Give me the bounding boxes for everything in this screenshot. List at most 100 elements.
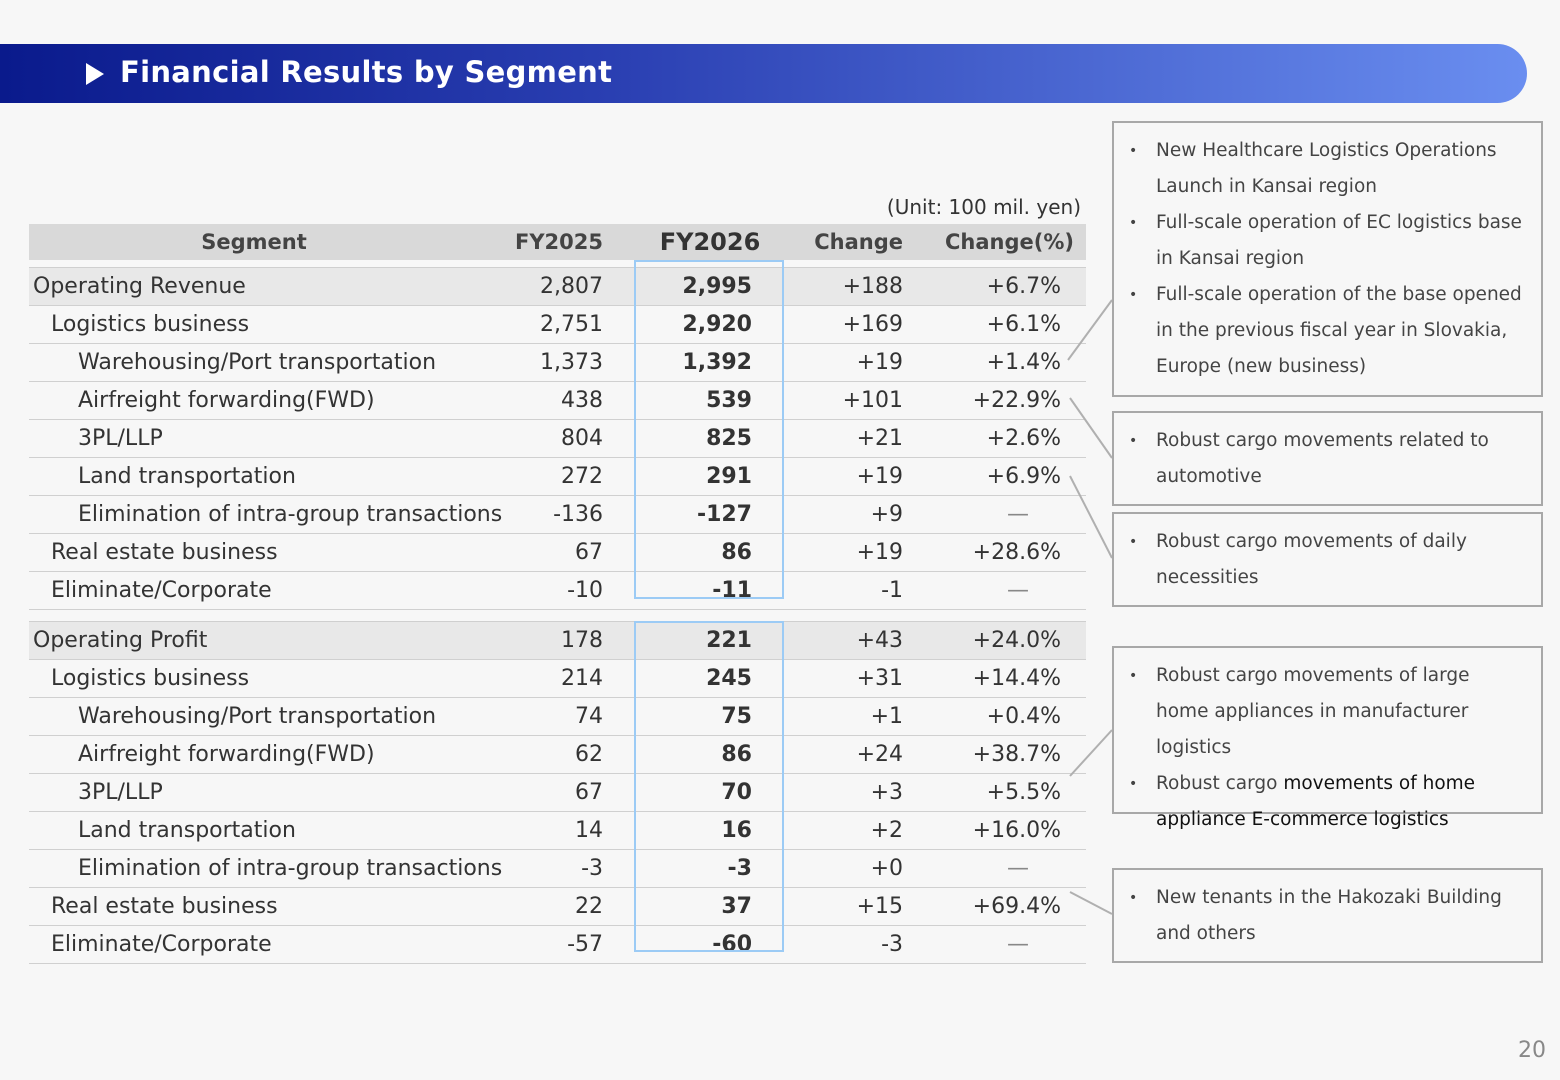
change-pct-cell: +6.9% bbox=[986, 464, 1061, 489]
profit-table: Operating Profit 178 221 +43 +24.0% Logistics… bbox=[29, 621, 1086, 964]
fy2025-cell: 272 bbox=[561, 464, 603, 489]
change-cell: +24 bbox=[856, 742, 903, 767]
fy2026-cell: 70 bbox=[721, 780, 752, 805]
change-pct-cell: +28.6% bbox=[972, 540, 1061, 565]
note-bullet-mixed: Robust cargo movements of home appliance… bbox=[1129, 766, 1527, 838]
fy2026-cell: -60 bbox=[712, 932, 752, 957]
fy2026-cell: 16 bbox=[721, 818, 752, 843]
fy2025-cell: 804 bbox=[561, 426, 603, 451]
fy2025-cell: 438 bbox=[561, 388, 603, 413]
segment-cell: Real estate business bbox=[51, 894, 278, 919]
fy2025-cell: 22 bbox=[575, 894, 603, 919]
change-cell: +1 bbox=[870, 704, 903, 729]
change-cell: +3 bbox=[870, 780, 903, 805]
note-text-dark: movements of home appliance E-commerce l… bbox=[1156, 773, 1476, 830]
change-cell: +19 bbox=[856, 540, 903, 565]
change-pct-cell: +24.0% bbox=[972, 628, 1061, 653]
table-row: Operating Profit 178 221 +43 +24.0% bbox=[29, 621, 1086, 660]
change-cell: +19 bbox=[856, 464, 903, 489]
fy2026-cell: 37 bbox=[721, 894, 752, 919]
change-pct-cell: +2.6% bbox=[986, 426, 1061, 451]
segment-cell: Airfreight forwarding(FWD) bbox=[78, 388, 375, 413]
note-bullet: New Healthcare Logistics Operations Laun… bbox=[1129, 133, 1527, 205]
table-row: Airfreight forwarding(FWD) 438 539 +101 +22.… bbox=[29, 382, 1086, 420]
fy2025-cell: 74 bbox=[575, 704, 603, 729]
table-row: Real estate business 67 86 +19 +28.6% bbox=[29, 534, 1086, 572]
connector-line bbox=[1069, 475, 1113, 559]
header-change: Change bbox=[814, 230, 903, 254]
connector-line bbox=[1069, 891, 1113, 915]
change-cell: +21 bbox=[856, 426, 903, 451]
change-pct-cell: — bbox=[1007, 932, 1029, 957]
segment-cell: Operating Revenue bbox=[33, 274, 246, 299]
fy2025-cell: 214 bbox=[561, 666, 603, 691]
play-triangle-icon bbox=[86, 63, 104, 85]
connector-line bbox=[1067, 299, 1113, 361]
change-cell: +15 bbox=[856, 894, 903, 919]
table-row: Elimination of intra-group transactions -… bbox=[29, 850, 1086, 888]
table-row: Land transportation 272 291 +19 +6.9% bbox=[29, 458, 1086, 496]
note-bullet: Robust cargo movements related to automo… bbox=[1129, 423, 1527, 495]
unit-label: (Unit: 100 mil. yen) bbox=[886, 195, 1081, 219]
table-row: Eliminate/Corporate -57 -60 -3 — bbox=[29, 926, 1086, 964]
segment-cell: Elimination of intra-group transactions bbox=[78, 856, 503, 881]
revenue-table: Operating Revenue 2,807 2,995 +188 +6.7% Logi… bbox=[29, 267, 1086, 610]
fy2026-cell: -127 bbox=[696, 502, 752, 527]
change-cell: -3 bbox=[881, 932, 903, 957]
table-row: 3PL/LLP 804 825 +21 +2.6% bbox=[29, 420, 1086, 458]
header-segment: Segment bbox=[201, 230, 307, 254]
fy2026-cell: 75 bbox=[721, 704, 752, 729]
segment-cell: 3PL/LLP bbox=[78, 780, 163, 805]
change-pct-cell: — bbox=[1007, 502, 1029, 527]
fy2025-cell: -3 bbox=[581, 856, 603, 881]
section-banner: Financial Results by Segment bbox=[0, 44, 1527, 103]
segment-cell: Logistics business bbox=[51, 312, 250, 337]
change-pct-cell: +0.4% bbox=[986, 704, 1061, 729]
note-box-warehousing: New Healthcare Logistics Operations Laun… bbox=[1112, 121, 1543, 397]
table-row: Airfreight forwarding(FWD) 62 86 +24 +38.7% bbox=[29, 736, 1086, 774]
segment-cell: Warehousing/Port transportation bbox=[78, 350, 437, 375]
fy2026-profit-column-frame bbox=[634, 621, 784, 952]
change-cell: +43 bbox=[856, 628, 903, 653]
table-row: Operating Revenue 2,807 2,995 +188 +6.7% bbox=[29, 267, 1086, 306]
segment-cell: Elimination of intra-group transactions bbox=[78, 502, 503, 527]
segment-cell: Logistics business bbox=[51, 666, 250, 691]
fy2025-cell: 2,751 bbox=[540, 312, 603, 337]
segment-cell: Eliminate/Corporate bbox=[51, 932, 272, 957]
connector-line bbox=[1069, 397, 1113, 459]
fy2025-cell: -136 bbox=[553, 502, 603, 527]
fy2026-cell: 86 bbox=[721, 742, 752, 767]
page-number: 20 bbox=[1518, 1038, 1546, 1063]
fy2025-cell: 62 bbox=[575, 742, 603, 767]
table-row: Real estate business 22 37 +15 +69.4% bbox=[29, 888, 1086, 926]
table-row: Warehousing/Port transportation 74 75 +1 +0.… bbox=[29, 698, 1086, 736]
note-bullet: Full-scale operation of the base opened … bbox=[1129, 277, 1527, 385]
fy2026-cell: 86 bbox=[721, 540, 752, 565]
fy2025-cell: 2,807 bbox=[540, 274, 603, 299]
change-pct-cell: +69.4% bbox=[972, 894, 1061, 919]
table-row: Elimination of intra-group transactions -… bbox=[29, 496, 1086, 534]
note-bullet: Robust cargo movements of daily necessit… bbox=[1129, 524, 1527, 596]
connector-line bbox=[1069, 729, 1113, 777]
table-row: Land transportation 14 16 +2 +16.0% bbox=[29, 812, 1086, 850]
change-pct-cell: +1.4% bbox=[986, 350, 1061, 375]
note-box-real-estate: New tenants in the Hakozaki Building and… bbox=[1112, 868, 1543, 963]
fy2025-cell: -57 bbox=[567, 932, 603, 957]
note-box-3pl: Robust cargo movements of large home app… bbox=[1112, 646, 1543, 830]
table-row: Warehousing/Port transportation 1,373 1,39… bbox=[29, 344, 1086, 382]
change-pct-cell: +38.7% bbox=[972, 742, 1061, 767]
segment-cell: Airfreight forwarding(FWD) bbox=[78, 742, 375, 767]
fy2026-cell: 2,920 bbox=[682, 312, 752, 337]
fy2025-cell: -10 bbox=[567, 578, 603, 603]
change-pct-cell: +14.4% bbox=[972, 666, 1061, 691]
fy2026-cell: 1,392 bbox=[682, 350, 752, 375]
header-fy2026: FY2026 bbox=[659, 228, 761, 256]
fy2026-cell: 825 bbox=[706, 426, 752, 451]
fy2025-cell: 67 bbox=[575, 540, 603, 565]
header-change-pct: Change(%) bbox=[945, 230, 1074, 254]
table-header: Segment FY2025 FY2026 Change Change(%) bbox=[29, 224, 1086, 260]
table-row: Logistics business 214 245 +31 +14.4% bbox=[29, 660, 1086, 698]
note-box-fwd: Robust cargo movements related to automo… bbox=[1112, 411, 1543, 506]
change-cell: +0 bbox=[870, 856, 903, 881]
segment-cell: Operating Profit bbox=[33, 628, 208, 653]
